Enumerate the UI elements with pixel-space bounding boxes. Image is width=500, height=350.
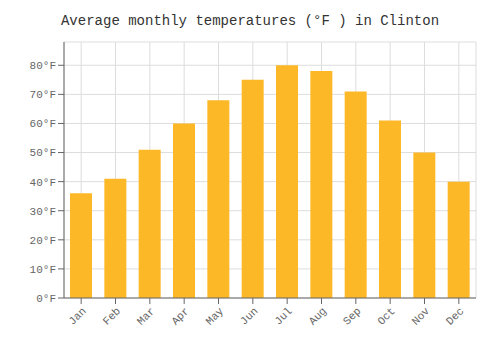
svg-text:10°F: 10°F — [30, 264, 56, 276]
svg-text:Feb: Feb — [101, 305, 123, 327]
svg-text:50°F: 50°F — [30, 147, 56, 159]
svg-text:Jun: Jun — [238, 305, 260, 327]
svg-text:Dec: Dec — [444, 305, 466, 327]
svg-text:Jul: Jul — [272, 305, 294, 327]
svg-text:20°F: 20°F — [30, 235, 56, 247]
html-text:Average monthly temperatures (: Average monthly temperatures (°F ) in Cl… — [61, 13, 439, 29]
svg-text:Nov: Nov — [410, 305, 433, 328]
svg-text:Apr: Apr — [169, 305, 191, 327]
svg-text:Sep: Sep — [341, 305, 363, 327]
svg-text:40°F: 40°F — [30, 177, 56, 189]
svg-text:60°F: 60°F — [30, 118, 56, 130]
svg-text:Jan: Jan — [66, 305, 88, 327]
svg-text:70°F: 70°F — [30, 89, 56, 101]
svg-text:80°F: 80°F — [30, 60, 56, 72]
svg-text:0°F: 0°F — [36, 293, 56, 305]
svg-text:Mar: Mar — [135, 305, 157, 327]
svg-text:30°F: 30°F — [30, 206, 56, 218]
svg-text:Oct: Oct — [375, 305, 397, 327]
svg-text:May: May — [204, 305, 227, 328]
svg-text:Aug: Aug — [307, 305, 329, 327]
